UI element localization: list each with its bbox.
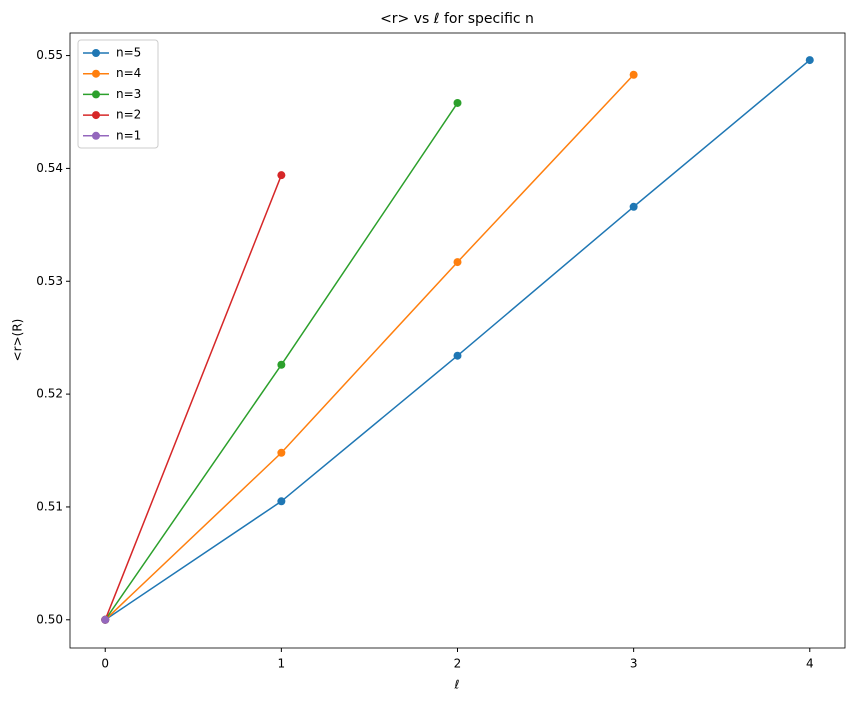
data-point <box>277 171 286 180</box>
y-tick-label: 0.54 <box>36 161 63 175</box>
legend-label: n=1 <box>116 128 141 142</box>
x-tick-label: 4 <box>806 657 814 671</box>
legend-marker <box>92 131 100 140</box>
series-line <box>104 59 811 621</box>
y-tick-label: 0.53 <box>36 274 63 288</box>
data-point <box>277 448 286 457</box>
legend-marker <box>92 111 100 120</box>
data-point <box>629 202 638 211</box>
x-axis-label: ℓ <box>454 678 460 692</box>
plot-frame <box>69 32 846 649</box>
data-point <box>453 98 462 107</box>
legend-marker <box>92 90 100 99</box>
y-axis-label: <r>(R) <box>11 319 25 362</box>
legend-label: n=5 <box>116 46 141 60</box>
x-tick-label: 3 <box>630 657 638 671</box>
legend-label: n=2 <box>116 108 141 122</box>
x-tick-label: 2 <box>454 657 462 671</box>
series-line <box>104 74 635 621</box>
legend-box <box>77 39 159 149</box>
legend-marker <box>92 69 100 78</box>
data-point <box>453 258 462 267</box>
data-point <box>277 360 286 369</box>
x-tick-label: 0 <box>101 657 109 671</box>
data-point <box>277 497 286 506</box>
y-tick-label: 0.50 <box>36 612 63 626</box>
chart-title: <r> vs ℓ for specific n <box>380 11 534 27</box>
data-point <box>101 615 110 624</box>
legend-marker <box>92 49 100 57</box>
y-tick-label: 0.55 <box>36 48 63 62</box>
legend-label: n=4 <box>116 66 141 80</box>
legend-label: n=3 <box>116 87 141 101</box>
data-point <box>453 351 462 360</box>
y-tick-label: 0.52 <box>36 387 63 401</box>
data-point <box>629 70 638 79</box>
data-point <box>805 56 814 65</box>
series-line <box>104 174 283 621</box>
x-tick-label: 1 <box>278 657 286 671</box>
y-tick-label: 0.51 <box>36 499 63 513</box>
